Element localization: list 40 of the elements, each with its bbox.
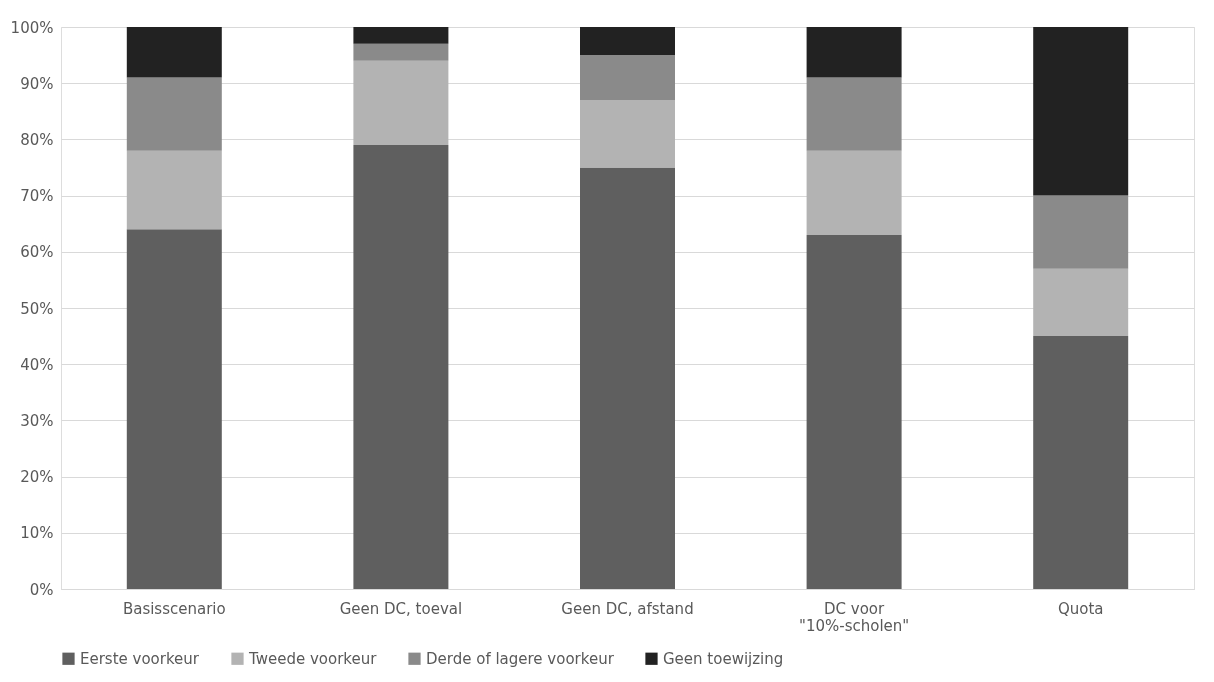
- legend-label: Geen toewijzing: [663, 649, 784, 668]
- bar: [806, 27, 902, 78]
- y-tick-label: 20%: [20, 468, 54, 487]
- x-tick-label: Geen DC, toeval: [339, 599, 463, 618]
- x-tick-label: Quota: [1057, 599, 1104, 618]
- bar: [353, 145, 449, 589]
- x-tick-label: Basisscenario: [122, 599, 226, 618]
- bar: [580, 27, 675, 56]
- bar: [580, 55, 675, 101]
- bar: [1033, 195, 1129, 269]
- bar: [1033, 336, 1129, 589]
- bar: [580, 167, 675, 589]
- legend-label: Tweede voorkeur: [248, 649, 378, 668]
- bar: [580, 100, 675, 168]
- bar: [1033, 27, 1129, 196]
- bar: [126, 27, 222, 78]
- y-tick-label: 10%: [20, 524, 54, 543]
- y-tick-label: 50%: [20, 299, 54, 318]
- bar: [806, 150, 902, 235]
- legend-label: Eerste voorkeur: [80, 649, 200, 668]
- y-tick-label: 0%: [29, 580, 54, 599]
- x-tick-label: DC voor "10%-scholen": [799, 599, 910, 635]
- bar: [126, 77, 222, 151]
- y-tick-label: 70%: [20, 187, 54, 206]
- bar: [353, 60, 449, 146]
- bar: [353, 27, 449, 44]
- legend-label: Derde of lagere voorkeur: [426, 649, 615, 668]
- y-tick-label: 40%: [20, 355, 54, 374]
- bar: [126, 229, 222, 589]
- bar: [806, 234, 902, 589]
- y-tick-label: 30%: [20, 411, 54, 430]
- x-tick-label: Geen DC, afstand: [561, 599, 694, 618]
- y-tick-label: 60%: [20, 243, 54, 262]
- bar: [1033, 268, 1129, 337]
- y-tick-label: 100%: [10, 18, 54, 37]
- bar: [353, 43, 449, 61]
- y-tick-label: 90%: [20, 74, 54, 93]
- y-tick-label: 80%: [20, 130, 54, 149]
- bar: [806, 77, 902, 151]
- bar: [126, 150, 222, 230]
